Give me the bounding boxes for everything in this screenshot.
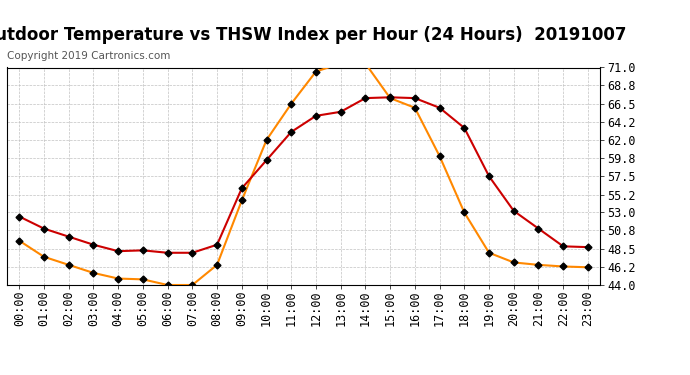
Text: Copyright 2019 Cartronics.com: Copyright 2019 Cartronics.com <box>7 51 170 61</box>
Text: THSW  (°F): THSW (°F) <box>420 41 491 54</box>
Text: Outdoor Temperature vs THSW Index per Hour (24 Hours)  20191007: Outdoor Temperature vs THSW Index per Ho… <box>0 26 627 44</box>
Text: Temperature  (°F): Temperature (°F) <box>493 41 614 54</box>
